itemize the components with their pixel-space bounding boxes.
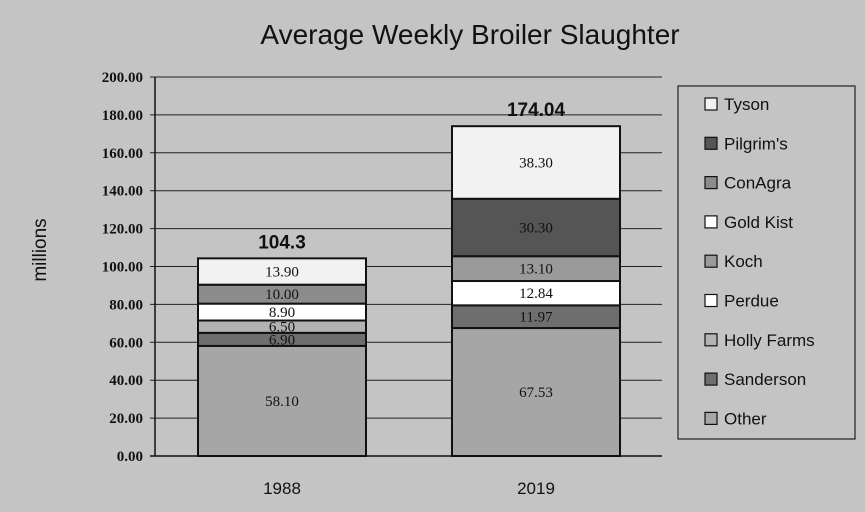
bar-total-label: 174.04 [507, 100, 566, 121]
segment-data-label: 6.50 [269, 320, 295, 336]
bar-total-label: 104.3 [258, 232, 306, 253]
x-tick-label: 2019 [517, 479, 555, 498]
segment-data-label: 13.10 [519, 262, 553, 278]
legend-swatch [704, 411, 718, 425]
segment-data-label: 30.30 [519, 220, 553, 236]
segment-data-label: 67.53 [519, 385, 553, 401]
bar-segment [451, 327, 621, 457]
legend: Tyson Pilgrim's ConAgra Gold Kist Koch Perdue… [677, 85, 856, 440]
y-tick-label: 100.00 [102, 260, 143, 276]
segment-data-label: 12.84 [519, 286, 553, 302]
y-tick-label: 0.00 [117, 449, 143, 465]
bar-segment [197, 344, 367, 458]
legend-swatch [704, 176, 718, 190]
y-tick-label: 40.00 [109, 373, 143, 389]
y-axis-label: millions [30, 218, 51, 281]
y-tick-label: 80.00 [109, 297, 143, 313]
legend-swatch [704, 372, 718, 386]
legend-label: ConAgra [724, 174, 792, 193]
y-tick-label: 200.00 [102, 70, 143, 86]
legend-label: Pilgrim's [724, 134, 788, 153]
segment-data-label: 11.97 [519, 310, 553, 326]
y-tick-label: 140.00 [102, 184, 143, 200]
y-tick-label: 120.00 [102, 222, 143, 238]
legend-swatch [704, 136, 718, 150]
legend-label: Gold Kist [724, 213, 793, 232]
chart-title: Average Weekly Broiler Slaughter [260, 19, 679, 50]
bars: 58.10 6.906.508.90 10.00 13.90 104.3 67.53 11.… [197, 100, 621, 458]
legend-swatch [704, 293, 718, 308]
segment-data-label: 13.90 [265, 265, 299, 281]
legend-swatch [704, 97, 718, 111]
axes [150, 77, 662, 457]
segment-data-label: 58.10 [265, 394, 299, 410]
bar-segment [197, 257, 367, 286]
y-axis-ticks: 0.00 20.00 40.00 60.00 80.00 100.00 120.00 140.… [102, 70, 143, 465]
legend-label: Perdue [724, 292, 779, 311]
x-axis-ticks: 1988 2019 [263, 479, 555, 498]
legend-label: Sanderson [724, 370, 806, 389]
segment-data-label: 38.30 [519, 155, 553, 171]
legend-swatch [704, 215, 718, 229]
y-tick-label: 60.00 [109, 335, 143, 351]
y-tick-label: 160.00 [102, 146, 143, 162]
y-tick-label: 20.00 [109, 411, 143, 427]
legend-label: Holly Farms [724, 331, 815, 350]
legend-label: Tyson [724, 95, 769, 114]
x-tick-label: 1988 [263, 479, 301, 498]
bar-segment [451, 197, 621, 258]
y-tick-label: 180.00 [102, 108, 143, 124]
bar-segment [451, 125, 621, 200]
segment-data-label: 6.90 [269, 332, 295, 348]
legend-label: Other [724, 409, 767, 428]
legend-label: Koch [724, 252, 763, 271]
bar-segment [451, 255, 621, 283]
segment-data-label: 8.90 [269, 305, 295, 321]
legend-swatch [704, 254, 718, 268]
legend-swatch [704, 333, 718, 347]
segment-data-label: 10.00 [265, 287, 299, 303]
